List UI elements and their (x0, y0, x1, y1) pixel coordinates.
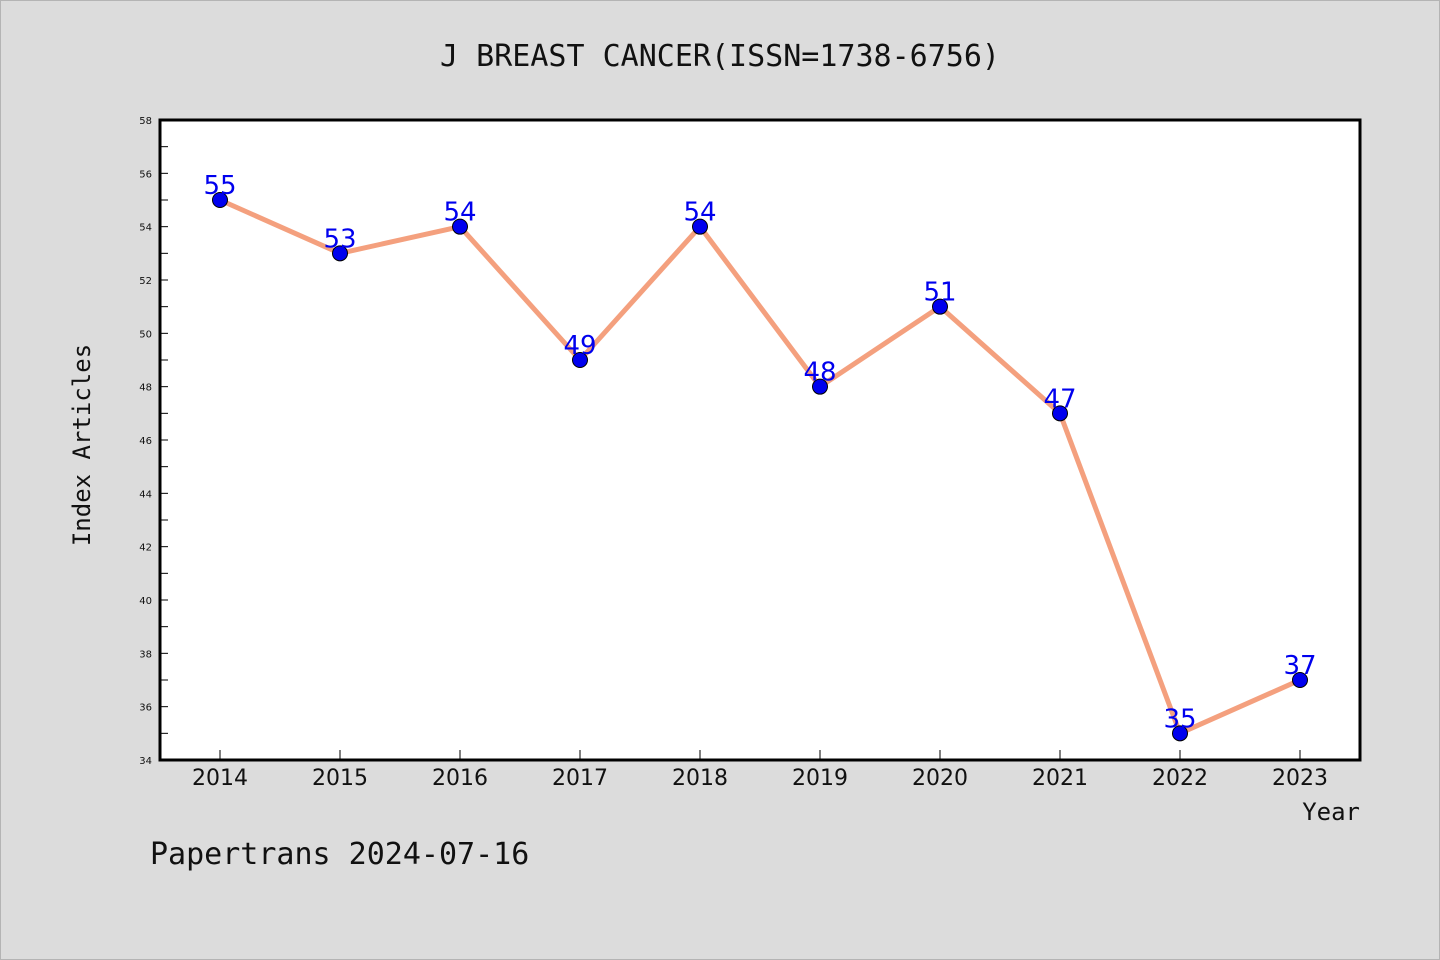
x-tick-label: 2020 (912, 766, 968, 791)
y-tick-label: 46 (139, 436, 152, 447)
y-tick-label: 54 (139, 223, 152, 234)
x-tick-label: 2023 (1272, 766, 1328, 791)
x-tick-label: 2019 (792, 766, 848, 791)
data-point (572, 352, 588, 368)
x-tick-label: 2018 (672, 766, 728, 791)
x-tick-label: 2014 (192, 766, 248, 791)
data-label: 37 (1283, 651, 1316, 681)
data-markers (212, 192, 1308, 742)
y-tick-label: 44 (139, 489, 152, 500)
data-point (692, 218, 708, 235)
series-line (218, 197, 1302, 736)
x-tick-label: 2017 (552, 766, 608, 791)
data-label: 55 (203, 171, 236, 201)
data-label: 47 (1043, 384, 1076, 414)
data-point (1052, 405, 1068, 422)
y-tick-label: 42 (139, 543, 152, 554)
y-tick-label: 38 (139, 649, 152, 660)
y-tick-label: 50 (139, 329, 152, 340)
x-axis-label: Year (1302, 798, 1360, 826)
x-tick-label: 2016 (432, 766, 488, 791)
data-point (452, 218, 468, 235)
data-label: 53 (323, 224, 356, 254)
plot-border (158, 118, 1362, 762)
data-label: 51 (923, 278, 956, 308)
x-tick-label: 2015 (312, 766, 368, 791)
y-axis-label: Index Articles (68, 344, 96, 546)
y-tick-label: 52 (139, 276, 152, 287)
data-label: 48 (803, 358, 836, 388)
data-label: 49 (563, 331, 596, 361)
y-tick-label: 58 (139, 116, 152, 127)
y-tick-label: 56 (139, 169, 152, 180)
data-point (812, 378, 828, 395)
chart-title: J BREAST CANCER(ISSN=1738-6756) (440, 39, 1000, 74)
data-label: 54 (443, 198, 476, 228)
data-point (332, 245, 348, 262)
plot-area (160, 120, 1360, 760)
y-tick-label: 36 (139, 703, 152, 714)
x-axis-ticks: 2014 2015 2016 2017 2018 2019 2020 2021 2022 2023 (192, 750, 1328, 791)
y-axis-ticks: 34 36 38 40 42 44 46 48 50 52 54 56 58 (139, 116, 168, 767)
data-label: 54 (683, 198, 716, 228)
data-label: 35 (1163, 704, 1196, 734)
data-point (1172, 725, 1188, 742)
data-labels: 55 53 54 49 54 48 51 47 35 37 (203, 171, 1316, 734)
data-point (932, 298, 948, 315)
x-tick-label: 2022 (1152, 766, 1208, 791)
data-point (212, 192, 228, 208)
footer-credit: Papertrans 2024-07-16 (150, 837, 529, 872)
y-tick-label: 40 (139, 596, 152, 607)
y-tick-label: 48 (139, 383, 152, 394)
x-tick-label: 2021 (1032, 766, 1088, 791)
y-tick-label: 34 (139, 756, 152, 767)
data-point (1292, 672, 1308, 688)
